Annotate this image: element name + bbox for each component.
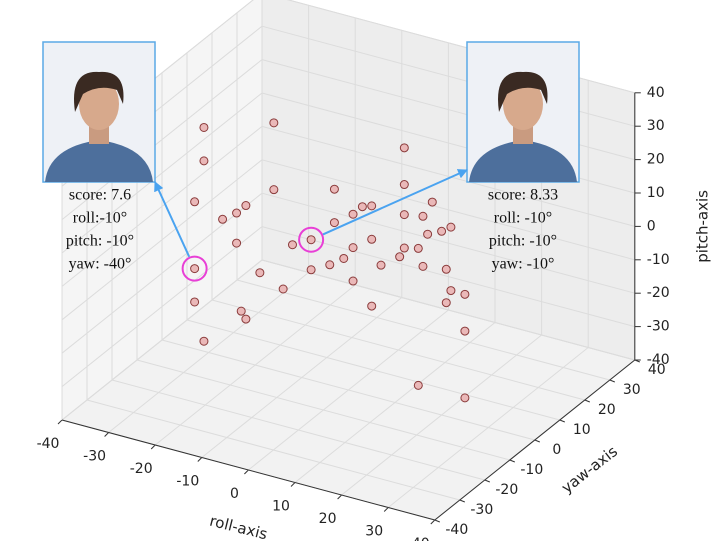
point bbox=[242, 315, 250, 323]
point bbox=[414, 381, 422, 389]
y-tick-label: 30 bbox=[623, 382, 641, 398]
z-tick-label: -20 bbox=[647, 285, 670, 301]
point bbox=[326, 261, 334, 269]
point bbox=[368, 202, 376, 210]
point bbox=[270, 119, 278, 127]
point bbox=[191, 298, 199, 306]
x-tick-label: 0 bbox=[230, 486, 239, 502]
point bbox=[270, 186, 278, 194]
point bbox=[442, 265, 450, 273]
point bbox=[307, 266, 315, 274]
point bbox=[233, 209, 241, 217]
point bbox=[414, 244, 422, 252]
point bbox=[307, 236, 315, 244]
x-tick-label: -30 bbox=[83, 449, 106, 465]
annotation-text: pitch: -10° bbox=[489, 233, 557, 250]
point bbox=[233, 239, 241, 247]
point bbox=[349, 277, 357, 285]
annotation-text: score: 8.33 bbox=[488, 187, 558, 204]
point bbox=[428, 198, 436, 206]
x-tick-label: -40 bbox=[37, 436, 60, 452]
point bbox=[396, 253, 404, 261]
point bbox=[400, 181, 408, 189]
point bbox=[200, 157, 208, 165]
x-tick-label: 20 bbox=[319, 511, 337, 527]
point bbox=[200, 337, 208, 345]
y-tick-label: 20 bbox=[598, 402, 616, 418]
point bbox=[330, 219, 338, 227]
point bbox=[447, 223, 455, 231]
z-tick-label: -30 bbox=[647, 319, 670, 335]
z-tick-label: 20 bbox=[647, 152, 665, 168]
point bbox=[424, 230, 432, 238]
point bbox=[438, 227, 446, 235]
y-tick-label: 10 bbox=[573, 422, 591, 438]
annotation-text: pitch: -10° bbox=[66, 233, 134, 250]
z-tick-label: 10 bbox=[647, 185, 665, 201]
point bbox=[191, 265, 199, 273]
point bbox=[368, 235, 376, 243]
x-tick-label: 30 bbox=[365, 524, 383, 540]
annotation-text: roll: -10° bbox=[494, 210, 552, 227]
annotation-text: yaw: -40° bbox=[69, 256, 132, 273]
annotation-text: score: 7.6 bbox=[69, 187, 131, 204]
point bbox=[419, 262, 427, 270]
point bbox=[237, 307, 245, 315]
z-tick-label: -40 bbox=[647, 352, 670, 368]
x-tick-label: -20 bbox=[130, 461, 153, 477]
y-tick-label: -20 bbox=[495, 482, 518, 498]
annotation-text: yaw: -10° bbox=[492, 256, 555, 273]
y-tick-label: -10 bbox=[520, 462, 543, 478]
x-tick-label: 40 bbox=[412, 536, 430, 541]
x-tick-label: 10 bbox=[272, 499, 290, 515]
point bbox=[358, 203, 366, 211]
z-tick-label: 0 bbox=[647, 218, 656, 234]
point bbox=[349, 244, 357, 252]
point bbox=[400, 144, 408, 152]
y-tick-label: -30 bbox=[470, 502, 493, 518]
point bbox=[377, 261, 385, 269]
z-tick-label: -10 bbox=[647, 252, 670, 268]
point bbox=[400, 244, 408, 252]
point bbox=[368, 302, 376, 310]
point bbox=[191, 198, 199, 206]
y-tick-label: -40 bbox=[445, 522, 468, 538]
x-tick-label: -10 bbox=[176, 474, 199, 490]
point bbox=[419, 212, 427, 220]
point bbox=[256, 269, 264, 277]
chart: -40-30-20-10010203040-40-30-20-100102030… bbox=[0, 0, 720, 541]
point bbox=[340, 254, 348, 262]
annotation-text: roll:-10° bbox=[73, 210, 127, 227]
point bbox=[400, 211, 408, 219]
point bbox=[288, 241, 296, 249]
point bbox=[461, 327, 469, 335]
point bbox=[461, 290, 469, 298]
z-tick-label: 40 bbox=[647, 85, 665, 101]
point bbox=[349, 210, 357, 218]
point bbox=[279, 285, 287, 293]
point bbox=[442, 299, 450, 307]
point bbox=[330, 185, 338, 193]
point bbox=[219, 215, 227, 223]
y-tick-label: 0 bbox=[552, 442, 561, 458]
point bbox=[461, 394, 469, 402]
point bbox=[447, 287, 455, 295]
point bbox=[200, 123, 208, 131]
z-tick-label: 30 bbox=[647, 118, 665, 134]
point bbox=[242, 202, 250, 210]
z-axis-label: pitch-axis bbox=[693, 190, 711, 263]
